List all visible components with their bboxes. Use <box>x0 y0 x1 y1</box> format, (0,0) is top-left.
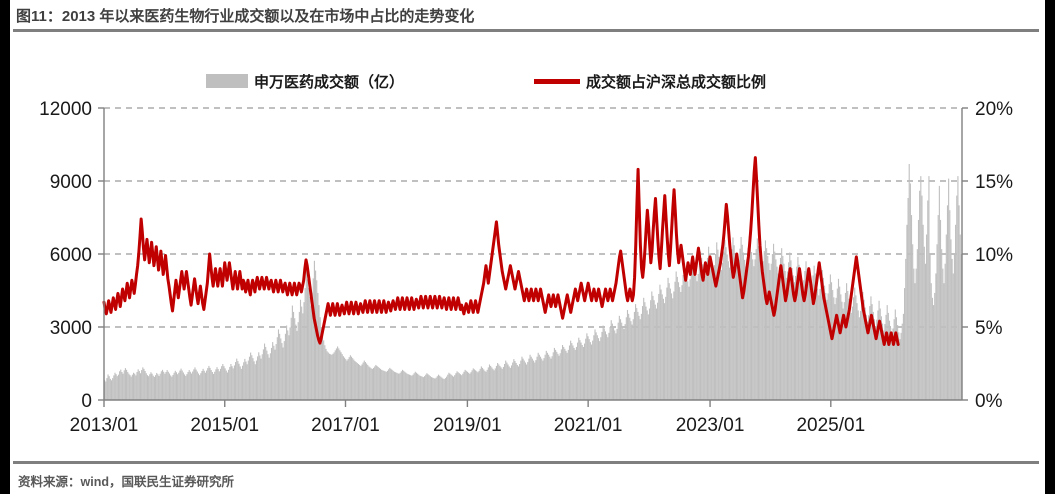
legend-item-line: 成交额占沪深总成交额比例 <box>534 68 766 94</box>
y2-axis-tick-label: 15% <box>975 172 1013 193</box>
x-axis-tick-label: 2025/01 <box>796 415 865 436</box>
page-title: 图11：2013 年以来医药生物行业成交额以及在市场中占比的走势变化 <box>16 7 475 25</box>
y-axis-tick-label: 0 <box>81 391 92 412</box>
y2-axis-tick-label: 10% <box>975 245 1013 266</box>
x-axis-tick-label: 2023/01 <box>676 415 745 436</box>
legend-line-label: 成交额占沪深总成交额比例 <box>586 73 767 91</box>
line-series <box>102 156 900 347</box>
footer-row: 资料来源：wind，国联民生证券研究所 <box>10 466 1045 494</box>
y-axis-tick-label: 6000 <box>50 245 92 266</box>
y-axis-tick-label: 9000 <box>50 172 92 193</box>
figure-panel: 图11：2013 年以来医药生物行业成交额以及在市场中占比的走势变化 申万医药成… <box>10 0 1045 494</box>
y-axis-tick-label: 12000 <box>39 99 92 120</box>
footer-divider <box>13 461 1039 464</box>
legend-item-bar: 申万医药成交额（亿） <box>206 68 404 94</box>
x-axis-tick-label: 2021/01 <box>554 415 623 436</box>
y2-axis-tick-label: 20% <box>975 99 1013 120</box>
title-divider <box>13 29 1039 32</box>
y-axis-tick-label: 3000 <box>50 318 92 339</box>
legend-bar-label: 申万医药成交额（亿） <box>254 73 405 91</box>
chart-area: 0 3000 6000 9000 12000 0% 5% 10% 15% 20% 2013/01 20… <box>10 94 1045 454</box>
bar-series <box>104 163 962 400</box>
y2-axis-tick-label: 0% <box>975 391 1003 412</box>
x-axis-tick-label: 2019/01 <box>433 415 502 436</box>
title-row: 图11：2013 年以来医药生物行业成交额以及在市场中占比的走势变化 <box>10 0 1045 30</box>
legend-bar-swatch-icon <box>206 74 248 88</box>
x-axis-tick-label: 2013/01 <box>70 415 139 436</box>
x-axis-tick-label: 2017/01 <box>311 415 380 436</box>
combo-chart: 0 3000 6000 9000 12000 0% 5% 10% 15% 20% 2013/01 20… <box>39 99 1013 436</box>
source-note: 资料来源：wind，国联民生证券研究所 <box>18 474 234 489</box>
x-axis-tick-label: 2015/01 <box>190 415 259 436</box>
legend-line-swatch-icon <box>534 78 580 84</box>
y2-axis-tick-label: 5% <box>975 318 1003 339</box>
chart-legend: 申万医药成交额（亿） 成交额占沪深总成交额比例 <box>10 68 1045 94</box>
